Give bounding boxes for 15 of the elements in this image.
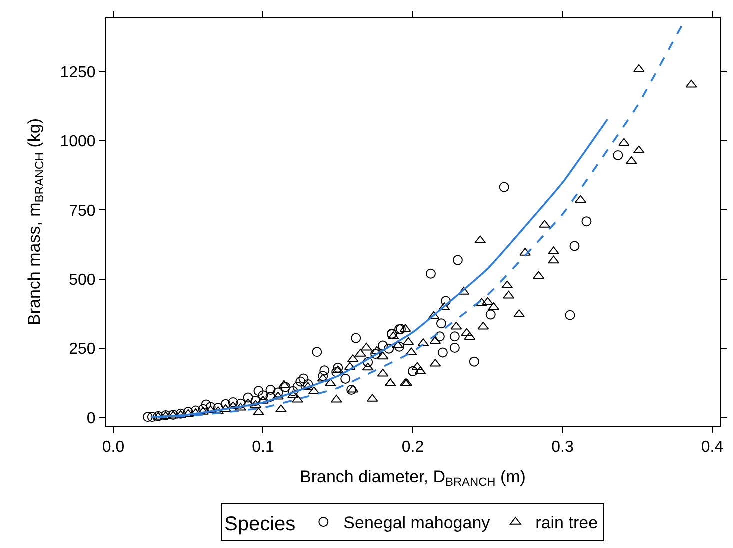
x-tick-label: 0.4 bbox=[701, 439, 724, 456]
y-tick-label: 0 bbox=[86, 410, 96, 428]
legend-label: Senegal mahogany bbox=[344, 514, 491, 533]
y-tick-label: 500 bbox=[69, 272, 96, 289]
y-tick-label: 1000 bbox=[60, 134, 96, 151]
y-tick-label: 1250 bbox=[60, 64, 96, 82]
legend-label: rain tree bbox=[536, 514, 598, 533]
x-axis-title: Branch diameter, D$_{BRANCH}$ (m) bbox=[300, 468, 526, 490]
y-tick-label: 750 bbox=[69, 202, 96, 220]
y-tick-label: 250 bbox=[69, 341, 96, 358]
x-tick-label: 0.2 bbox=[402, 439, 424, 456]
legend-title: Species bbox=[224, 514, 296, 536]
x-tick-label: 0.1 bbox=[252, 439, 274, 456]
x-tick-label: 0.3 bbox=[552, 439, 574, 456]
x-tick-label: 0.0 bbox=[102, 439, 125, 456]
